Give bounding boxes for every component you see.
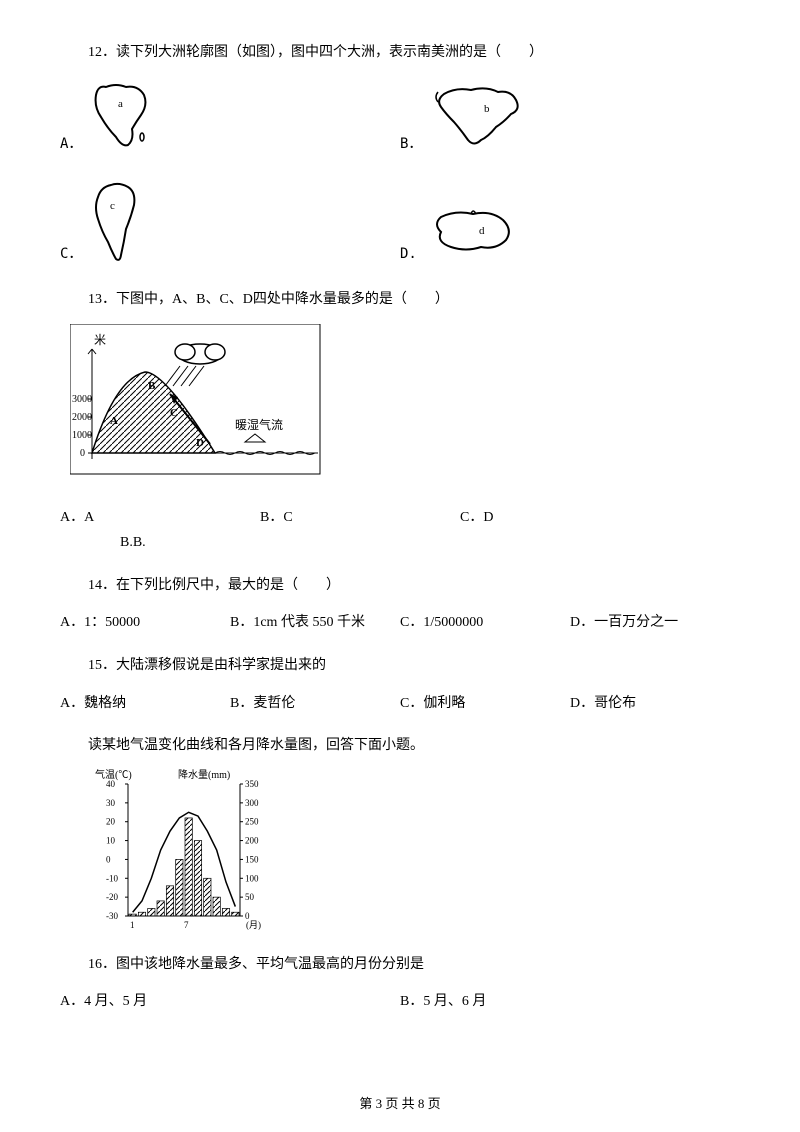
q15-options: A．魏格纳 B．麦哲伦 C．伽利略 D．哥伦布 bbox=[60, 691, 740, 716]
q16-text: 16．图中该地降水量最多、平均气温最高的月份分别是 bbox=[60, 952, 740, 977]
svg-text:a: a bbox=[118, 98, 123, 110]
q15-opt-b: B．麦哲伦 bbox=[230, 691, 400, 716]
svg-text:A: A bbox=[110, 415, 118, 427]
cloud-icon bbox=[175, 344, 225, 364]
q14-opt-d: D．一百万分之一 bbox=[570, 610, 740, 635]
climate-diagram: 气温(℃)降水量(mm)403020100-10-20-303503002502… bbox=[90, 766, 740, 936]
antarctica-icon: d bbox=[421, 202, 526, 267]
svg-text:降水量(mm): 降水量(mm) bbox=[178, 768, 230, 781]
q12-option-b: B． b bbox=[400, 77, 740, 157]
q13-opt-a: A．A bbox=[60, 505, 260, 530]
svg-text:D: D bbox=[196, 437, 204, 449]
mountain-diagram: 米 3000 2000 1000 0 A B C D bbox=[70, 324, 740, 488]
svg-text:7: 7 bbox=[184, 920, 189, 930]
q12-label-d: D. bbox=[400, 242, 417, 267]
svg-text:0: 0 bbox=[80, 448, 85, 459]
page-footer: 第 3 页 共 8 页 bbox=[0, 1093, 800, 1112]
q16-options: A．4 月、5 月 B．5 月、6 月 bbox=[60, 989, 740, 1014]
svg-text:40: 40 bbox=[106, 779, 116, 789]
svg-text:10: 10 bbox=[106, 835, 116, 845]
q12-label-c: C． bbox=[60, 242, 82, 267]
q12-text: 12．读下列大洲轮廓图（如图），图中四个大洲，表示南美洲的是（ ） bbox=[60, 40, 740, 65]
q12-label-a: A． bbox=[60, 132, 82, 157]
q15-text: 15．大陆漂移假说是由科学家提出来的 bbox=[60, 653, 740, 678]
question-12: 12．读下列大洲轮廓图（如图），图中四个大洲，表示南美洲的是（ ） A． a B… bbox=[60, 40, 740, 267]
question-15: 15．大陆漂移假说是由科学家提出来的 A．魏格纳 B．麦哲伦 C．伽利略 D．哥… bbox=[60, 653, 740, 715]
q13-options: A．A B．C C．D B.B. bbox=[60, 505, 740, 555]
svg-text:300: 300 bbox=[245, 798, 259, 808]
q13-opt-cd: C．D bbox=[460, 505, 660, 530]
svg-text:c: c bbox=[110, 200, 115, 212]
q15-opt-a: A．魏格纳 bbox=[60, 691, 230, 716]
q12-option-a: A． a bbox=[60, 77, 400, 157]
q12-row1: A． a B． b bbox=[60, 77, 740, 157]
q14-opt-b: B．1cm 代表 550 千米 bbox=[230, 610, 400, 635]
svg-text:350: 350 bbox=[245, 779, 259, 789]
q15-opt-d: D．哥伦布 bbox=[570, 691, 740, 716]
svg-text:(月): (月) bbox=[246, 920, 261, 930]
africa-icon: a bbox=[86, 77, 181, 157]
q13-text: 13．下图中，A、B、C、D四处中降水量最多的是（ ） bbox=[60, 287, 740, 312]
svg-text:100: 100 bbox=[245, 873, 259, 883]
q13-opt-bb: B.B. bbox=[120, 535, 146, 550]
q15-opt-c: C．伽利略 bbox=[400, 691, 570, 716]
svg-text:d: d bbox=[479, 225, 485, 237]
q13-opt-bc: B．C bbox=[260, 505, 460, 530]
svg-text:1: 1 bbox=[130, 920, 135, 930]
svg-text:B: B bbox=[148, 380, 156, 392]
question-14: 14．在下列比例尺中，最大的是（ ） A．1：50000 B．1cm 代表 55… bbox=[60, 573, 740, 635]
svg-text:250: 250 bbox=[245, 816, 259, 826]
svg-text:-30: -30 bbox=[106, 911, 118, 921]
svg-text:150: 150 bbox=[245, 854, 259, 864]
svg-text:-20: -20 bbox=[106, 892, 118, 902]
q12-option-d: D. d bbox=[400, 177, 740, 267]
q14-text: 14．在下列比例尺中，最大的是（ ） bbox=[60, 573, 740, 598]
q12-option-c: C． c bbox=[60, 177, 400, 267]
svg-text:b: b bbox=[484, 103, 490, 115]
q16-opt-a: A．4 月、5 月 bbox=[60, 989, 400, 1014]
q14-opt-a: A．1：50000 bbox=[60, 610, 230, 635]
svg-text:20: 20 bbox=[106, 816, 116, 826]
svg-text:30: 30 bbox=[106, 798, 116, 808]
question-13: 13．下图中，A、B、C、D四处中降水量最多的是（ ） 米 3000 2000 … bbox=[60, 287, 740, 555]
q14-opt-c: C．1/5000000 bbox=[400, 610, 570, 635]
q12-row2: C． c D. d bbox=[60, 177, 740, 267]
svg-text:0: 0 bbox=[106, 854, 111, 864]
svg-text:50: 50 bbox=[245, 892, 255, 902]
svg-text:200: 200 bbox=[245, 835, 259, 845]
svg-text:C: C bbox=[170, 407, 178, 419]
svg-text:暖湿气流: 暖湿气流 bbox=[235, 417, 283, 432]
north-america-icon: b bbox=[426, 82, 536, 157]
q14-options: A．1：50000 B．1cm 代表 550 千米 C．1/5000000 D．… bbox=[60, 610, 740, 635]
climate-intro: 读某地气温变化曲线和各月降水量图，回答下面小题。 bbox=[60, 734, 740, 754]
south-america-icon: c bbox=[86, 177, 161, 267]
q12-label-b: B． bbox=[400, 132, 422, 157]
q16-opt-b: B．5 月、6 月 bbox=[400, 989, 740, 1014]
svg-text:米: 米 bbox=[94, 333, 106, 347]
question-16: 16．图中该地降水量最多、平均气温最高的月份分别是 A．4 月、5 月 B．5 … bbox=[60, 952, 740, 1014]
svg-text:-10: -10 bbox=[106, 873, 118, 883]
